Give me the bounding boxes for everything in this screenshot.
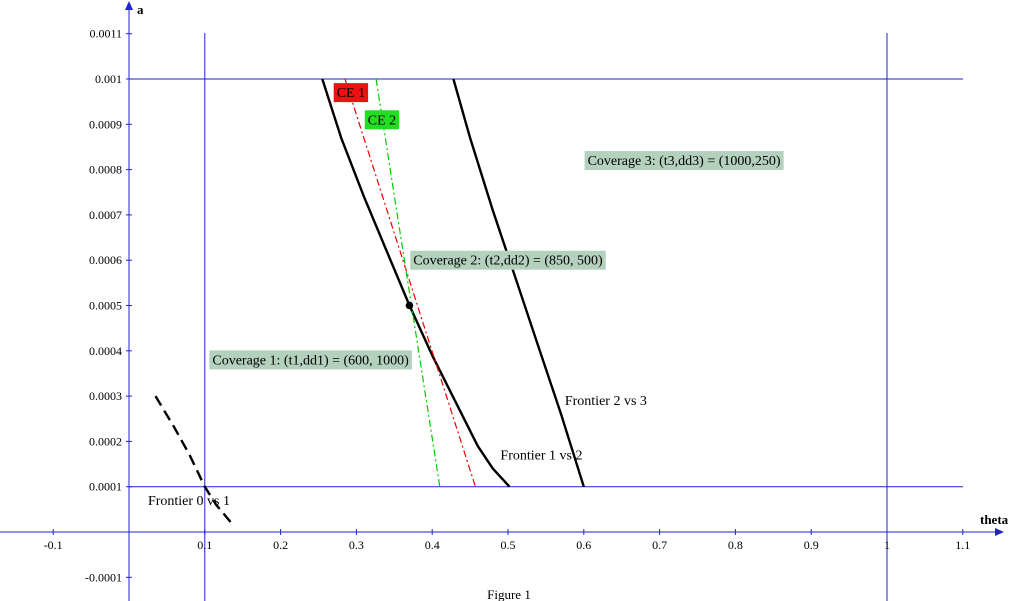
annotation-text: Frontier 2 vs 3 <box>565 394 647 409</box>
y-tick-label: 0.0011 <box>89 27 122 41</box>
x-axis-arrow <box>995 528 1004 536</box>
y-tick-label: 0.0002 <box>89 434 122 448</box>
x-tick-label: 0.6 <box>576 538 591 552</box>
annotation-text: CE 1 <box>337 86 365 101</box>
series-frontier-1-vs-2 <box>321 78 511 488</box>
x-tick-label: 1.1 <box>955 538 970 552</box>
tick-labels: -0.1 0.1 0.2 0.3 0.4 0.5 0.6 0.7 0.8 0.9 1 1.1 -0.00… <box>44 27 971 585</box>
x-tick-label: 0.7 <box>652 538 667 552</box>
y-tick-label: 0.0004 <box>89 344 122 358</box>
x-tick-label: 0.4 <box>425 538 440 552</box>
annotation: Frontier 2 vs 3 <box>565 394 647 409</box>
points <box>405 301 414 310</box>
series-ce-1 <box>344 78 476 487</box>
x-tick-label: 0.9 <box>804 538 819 552</box>
x-tick-label: 0.3 <box>349 538 364 552</box>
annotation-text: Frontier 1 vs 2 <box>500 449 582 464</box>
y-tick-label: 0.0003 <box>89 389 122 403</box>
annotation-box <box>584 151 784 171</box>
y-tick-label: 0.0008 <box>89 163 122 177</box>
annotation: Coverage 1: (t1,dd1) = (600, 1000) <box>209 350 412 370</box>
x-tick-label: 0.5 <box>501 538 516 552</box>
series-frontier-0-vs-1 <box>154 395 233 524</box>
figure-caption: Figure 1 <box>487 587 531 601</box>
x-tick-label: 1 <box>884 538 890 552</box>
x-axis-label: theta <box>980 512 1009 527</box>
x-tick-label: 0.2 <box>273 538 288 552</box>
y-tick-label: -0.0001 <box>85 570 122 584</box>
x-tick-label: -0.1 <box>44 538 63 552</box>
y-axis-arrow <box>125 1 133 10</box>
annotation-box <box>209 350 412 370</box>
annotation-text: Coverage 1: (t1,dd1) = (600, 1000) <box>212 353 409 368</box>
intersection-point <box>405 301 414 310</box>
annotation: Frontier 1 vs 2 <box>500 449 582 464</box>
x-tick-label: 0.1 <box>197 538 212 552</box>
annotation-box <box>333 83 369 103</box>
annotation-box <box>410 250 606 270</box>
y-axis-label: a <box>137 2 144 17</box>
annotation-text: Coverage 3: (t3,dd3) = (1000,250) <box>588 154 781 169</box>
annotation: Coverage 2: (t2,dd2) = (850, 500) <box>410 250 606 270</box>
annotation: Coverage 3: (t3,dd3) = (1000,250) <box>584 151 784 171</box>
reference-lines <box>129 33 963 601</box>
annotation: Frontier 0 vs 1 <box>148 494 230 509</box>
y-tick-label: 0.0007 <box>89 208 122 222</box>
annotation-text: CE 2 <box>368 113 396 128</box>
annotation: CE 1 <box>333 83 369 103</box>
x-tick-label: 0.8 <box>728 538 743 552</box>
y-tick-label: 0.0009 <box>89 117 122 131</box>
series-ce-2 <box>375 78 441 487</box>
y-tick-label: 0.0005 <box>89 299 122 313</box>
y-tick-label: 0.0001 <box>89 480 122 494</box>
y-tick-label: 0.0006 <box>89 253 122 267</box>
annotation-box <box>364 110 400 130</box>
series <box>154 78 585 524</box>
annotations: Coverage 1: (t1,dd1) = (600, 1000) Covera… <box>148 83 784 509</box>
annotation-text: Coverage 2: (t2,dd2) = (850, 500) <box>413 254 603 269</box>
y-tick-label: 0.001 <box>95 72 122 86</box>
series-frontier-2-vs-3 <box>452 78 585 488</box>
annotation: CE 2 <box>364 110 400 130</box>
annotation-text: Frontier 0 vs 1 <box>148 494 230 509</box>
